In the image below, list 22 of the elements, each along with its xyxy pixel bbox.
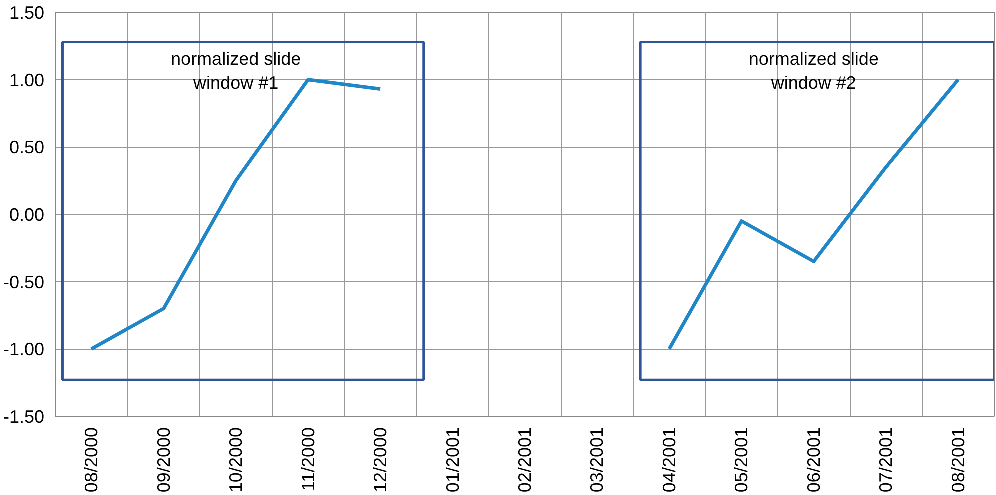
x-tick-label: 08/2000 — [82, 427, 102, 493]
annotation: normalized slide window #2 — [748, 48, 879, 93]
y-tick-label: -0.50 — [3, 272, 45, 292]
x-tick-label: 09/2000 — [154, 427, 174, 493]
y-tick-label: -1.50 — [3, 407, 45, 427]
y-tick-label: 1.50 — [9, 3, 45, 23]
x-tick-label: 01/2001 — [442, 427, 463, 493]
x-tick-label: 12/2000 — [370, 427, 391, 493]
y-tick-label: 1.00 — [9, 70, 45, 90]
x-tick-label: 07/2001 — [876, 427, 896, 493]
y-tick-label: -1.00 — [3, 340, 45, 360]
y-tick-label: 0.50 — [9, 138, 45, 158]
x-tick-label: 08/2001 — [948, 427, 968, 493]
x-tick-label: 05/2001 — [732, 427, 752, 493]
y-tick-label: 0.00 — [9, 205, 45, 225]
x-tick-label: 02/2001 — [515, 427, 535, 493]
x-tick-label: 06/2001 — [804, 427, 824, 493]
annotation: normalized slide window #1 — [171, 48, 302, 93]
x-tick-label: 03/2001 — [587, 427, 608, 493]
x-tick-label: 10/2000 — [226, 427, 246, 493]
x-tick-label: 04/2001 — [659, 427, 680, 493]
x-tick-label: 11/2000 — [298, 427, 318, 492]
